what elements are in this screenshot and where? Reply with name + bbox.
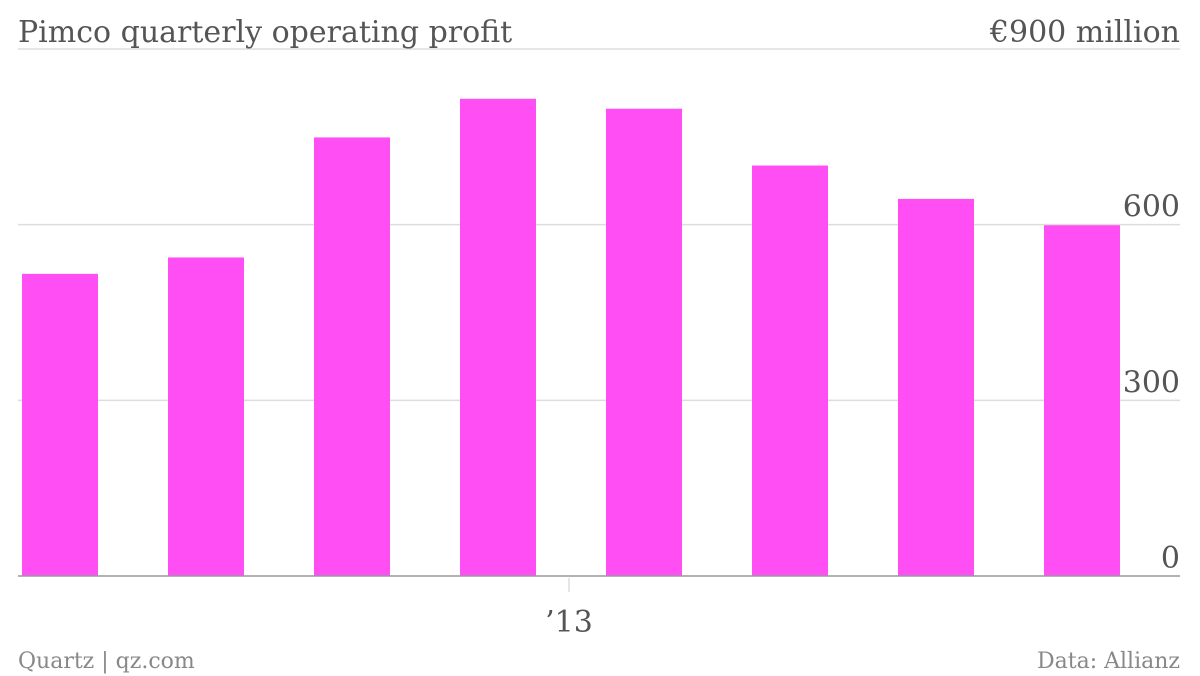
y-tick-label: 300 xyxy=(1123,365,1180,400)
bar xyxy=(460,98,536,577)
bar xyxy=(752,165,828,576)
bar xyxy=(1044,225,1120,576)
bar xyxy=(314,137,390,576)
bar xyxy=(168,257,244,576)
bars xyxy=(22,98,1120,577)
footer-data: Data: Allianz xyxy=(1037,649,1180,674)
y-tick-label: 600 xyxy=(1123,190,1180,225)
y-tick-label: 0 xyxy=(1161,541,1180,576)
bar xyxy=(606,108,682,576)
unit-label: €900 million xyxy=(989,15,1180,50)
bar xyxy=(22,273,98,576)
y-tick-labels: 0 300 600 xyxy=(1123,190,1180,576)
chart-title: Pimco quarterly operating profit xyxy=(18,15,512,50)
bar xyxy=(898,198,974,576)
footer-source: Quartz | qz.com xyxy=(18,649,195,674)
x-tick-label: ’13 xyxy=(545,605,593,640)
